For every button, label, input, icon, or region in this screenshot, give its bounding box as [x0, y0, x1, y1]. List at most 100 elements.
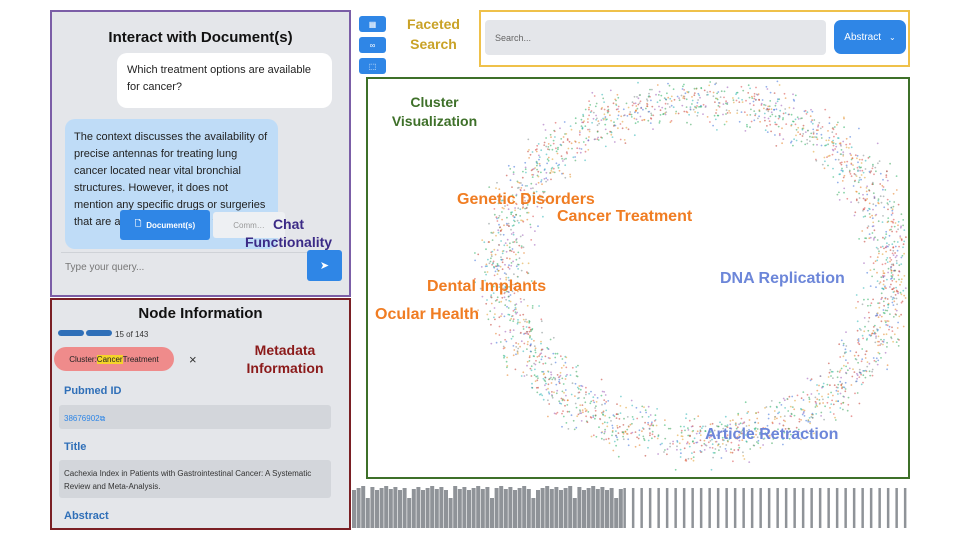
histogram-bar	[526, 489, 531, 528]
histogram-bar	[448, 498, 453, 528]
pager-dot[interactable]	[58, 330, 84, 336]
histogram-bar	[559, 490, 563, 528]
node-info-title: Node Information	[138, 305, 263, 322]
histogram-bar	[886, 488, 890, 528]
histogram-bar	[861, 488, 864, 528]
histogram-bar	[545, 486, 550, 528]
histogram-bar	[895, 488, 898, 528]
cluster-label-article-retraction[interactable]: Article Retraction	[705, 426, 839, 443]
histogram-bar	[674, 488, 677, 528]
histogram-bar	[388, 489, 393, 528]
histogram-bar	[640, 488, 643, 528]
pubmed-label: Pubmed ID	[64, 385, 122, 397]
histogram-bar	[379, 488, 384, 528]
histogram-bar	[682, 488, 686, 528]
secondary-button[interactable]: Comm…	[213, 212, 285, 238]
histogram-bar	[563, 488, 568, 528]
histogram-bar	[623, 488, 626, 528]
histogram-bar	[691, 488, 694, 528]
histogram-bar	[476, 486, 481, 528]
histogram-bar	[793, 488, 796, 528]
histogram-bar	[375, 490, 379, 528]
histogram-bar	[595, 489, 600, 528]
histogram-bar	[471, 488, 476, 528]
histogram-bar	[618, 489, 623, 528]
histogram-bar	[536, 490, 540, 528]
histogram-bar	[457, 489, 462, 528]
histogram-bar	[835, 488, 839, 528]
cluster-label-dna-replication[interactable]: DNA Replication	[720, 270, 845, 287]
histogram-bar	[421, 490, 425, 528]
cluster-scatter-plot[interactable]	[368, 79, 908, 477]
documents-button-label: Document(s)	[146, 220, 196, 230]
cluster-label-dental-implants[interactable]: Dental Implants	[427, 278, 547, 295]
histogram-bar	[508, 487, 513, 528]
select-icon[interactable]: ⬚	[359, 58, 386, 74]
histogram-bar	[614, 498, 619, 528]
chevron-down-icon: ⌄	[888, 32, 896, 42]
histogram-bar	[356, 488, 361, 528]
histogram-bar	[582, 490, 586, 528]
histogram-bar	[462, 487, 467, 528]
document-icon: 🗋	[134, 219, 142, 228]
send-button[interactable]: ➤	[307, 250, 342, 281]
histogram-bar	[776, 488, 779, 528]
chat-panel: Interact with Document(s) Which treatmen…	[50, 10, 351, 297]
close-icon[interactable]: ×	[189, 352, 197, 367]
histogram-bar	[699, 488, 703, 528]
cluster-label-ocular-health[interactable]: Ocular Health	[375, 306, 480, 323]
histogram-bar	[844, 488, 847, 528]
histogram-bar	[591, 486, 596, 528]
histogram-bar	[444, 490, 448, 528]
histogram-bar	[494, 488, 499, 528]
histogram-bar	[554, 487, 559, 528]
search-field-select[interactable]: Abstract ⌄	[834, 20, 906, 54]
histogram-bar	[605, 490, 609, 528]
documents-button[interactable]: 🗋 Document(s)	[120, 210, 210, 240]
pager-dot[interactable]	[86, 330, 112, 336]
histogram-bar	[370, 487, 375, 528]
link-icon[interactable]: ∞	[359, 37, 386, 53]
cluster-visualization[interactable]	[366, 77, 910, 479]
histogram-bar	[869, 488, 873, 528]
histogram-bar	[725, 488, 728, 528]
paper-plane-icon: ➤	[319, 260, 330, 272]
histogram-bar	[568, 486, 573, 528]
histogram-bar	[577, 487, 582, 528]
pubmed-link[interactable]: 38676902	[64, 414, 100, 423]
search-field-label: Abstract	[844, 31, 881, 43]
node-info-panel: Node Information 15 of 143 Cluster: Canc…	[50, 298, 351, 530]
histogram-bar	[852, 488, 856, 528]
histogram-bar	[878, 488, 881, 528]
timeline-histogram[interactable]	[352, 483, 910, 528]
histogram-bar	[384, 486, 389, 528]
cluster-label-genetic-disorders[interactable]: Genetic Disorders	[457, 191, 595, 208]
grid-icon[interactable]: ▦	[359, 16, 386, 32]
histogram-bar	[398, 490, 402, 528]
histogram-bar	[801, 488, 805, 528]
histogram-bar	[818, 488, 822, 528]
histogram-bar	[407, 498, 412, 528]
histogram-bar	[549, 489, 554, 528]
search-input[interactable]	[485, 20, 826, 55]
cluster-chip-highlight: Cancer	[96, 354, 123, 364]
histogram-bar	[490, 498, 494, 528]
cluster-label-cancer-treatment[interactable]: Cancer Treatment	[557, 208, 693, 225]
histogram-bar	[903, 488, 907, 528]
histogram-bar	[411, 489, 416, 528]
chat-annotation: Chat Functionality	[244, 216, 333, 250]
cluster-chip[interactable]: Cluster: Cancer Treatment	[54, 347, 174, 371]
external-link-icon[interactable]: ⧉	[99, 414, 106, 423]
query-input[interactable]	[61, 252, 307, 281]
histogram-bar	[827, 488, 830, 528]
page-count: 15 of 143	[115, 330, 149, 339]
histogram-bar	[513, 490, 517, 528]
histogram-bar	[499, 486, 504, 528]
histogram-bar	[784, 488, 788, 528]
histogram-bar	[531, 498, 536, 528]
histogram-bar	[522, 486, 527, 528]
histogram-bar	[361, 486, 366, 528]
cluster-chip-prefix: Cluster:	[69, 354, 97, 364]
histogram-bar	[733, 488, 737, 528]
histogram-bar	[665, 488, 669, 528]
